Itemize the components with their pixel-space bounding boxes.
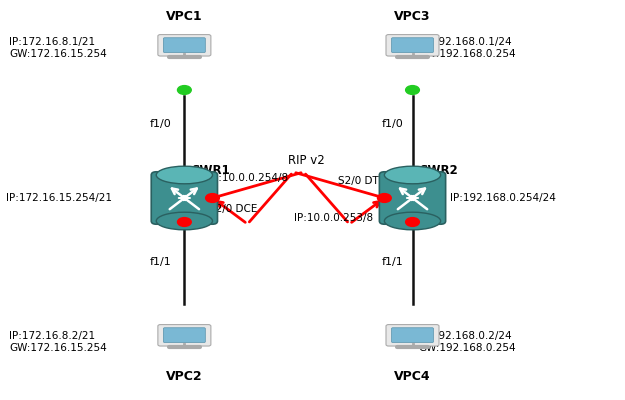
Text: IP:192.168.0.2/24
GW:192.168.0.254: IP:192.168.0.2/24 GW:192.168.0.254 <box>419 331 516 353</box>
FancyBboxPatch shape <box>386 324 439 346</box>
Text: VPC1: VPC1 <box>166 10 202 22</box>
Text: f1/1: f1/1 <box>150 257 172 267</box>
Text: IP:192.168.0.254/24: IP:192.168.0.254/24 <box>450 193 556 203</box>
FancyBboxPatch shape <box>392 38 433 52</box>
Text: IP:172.16.8.2/21
GW:172.16.15.254: IP:172.16.8.2/21 GW:172.16.15.254 <box>9 331 107 353</box>
Circle shape <box>378 194 391 202</box>
Circle shape <box>406 218 419 226</box>
Text: f1/0: f1/0 <box>381 119 403 129</box>
Text: f1/1: f1/1 <box>381 257 403 267</box>
Ellipse shape <box>156 212 212 230</box>
Circle shape <box>406 86 419 94</box>
Text: f1/0: f1/0 <box>150 119 172 129</box>
Circle shape <box>206 194 219 202</box>
Circle shape <box>406 170 419 178</box>
Text: VPC3: VPC3 <box>394 10 431 22</box>
Circle shape <box>177 218 191 226</box>
Text: IP:10.0.0.253/8: IP:10.0.0.253/8 <box>294 213 373 223</box>
FancyBboxPatch shape <box>379 172 446 224</box>
Text: SWR2: SWR2 <box>419 164 457 176</box>
FancyBboxPatch shape <box>158 34 211 56</box>
Text: IP:192.168.0.1/24
GW:192.168.0.254: IP:192.168.0.1/24 GW:192.168.0.254 <box>419 37 516 59</box>
Text: VPC2: VPC2 <box>166 370 202 382</box>
Ellipse shape <box>384 212 441 230</box>
Ellipse shape <box>384 166 441 184</box>
Text: RIP v2: RIP v2 <box>288 154 324 166</box>
FancyBboxPatch shape <box>392 328 433 342</box>
Text: SWR1: SWR1 <box>191 164 229 176</box>
FancyBboxPatch shape <box>158 324 211 346</box>
Circle shape <box>177 170 191 178</box>
Text: S2/0 DTE: S2/0 DTE <box>338 176 385 186</box>
FancyBboxPatch shape <box>164 38 205 52</box>
Text: VPC4: VPC4 <box>394 370 431 382</box>
Text: S2/0 DCE: S2/0 DCE <box>209 204 258 214</box>
Text: IP:172.16.8.1/21
GW:172.16.15.254: IP:172.16.8.1/21 GW:172.16.15.254 <box>9 37 107 59</box>
FancyBboxPatch shape <box>151 172 218 224</box>
Text: IP:172.16.15.254/21: IP:172.16.15.254/21 <box>6 193 112 203</box>
FancyBboxPatch shape <box>164 328 205 342</box>
Circle shape <box>177 86 191 94</box>
Text: IP:10.0.0.254/8: IP:10.0.0.254/8 <box>209 173 289 183</box>
Ellipse shape <box>156 166 212 184</box>
FancyBboxPatch shape <box>386 34 439 56</box>
